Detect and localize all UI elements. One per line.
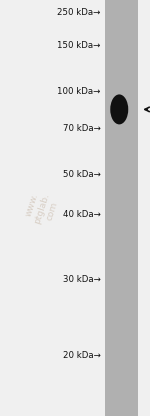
Text: 70 kDa→: 70 kDa→ — [63, 124, 100, 134]
Text: 30 kDa→: 30 kDa→ — [63, 275, 100, 284]
Text: 150 kDa→: 150 kDa→ — [57, 41, 100, 50]
Text: 50 kDa→: 50 kDa→ — [63, 170, 100, 179]
Text: 40 kDa→: 40 kDa→ — [63, 210, 100, 219]
Ellipse shape — [110, 94, 128, 124]
Text: 100 kDa→: 100 kDa→ — [57, 87, 100, 96]
Text: www.
ptglab.
com: www. ptglab. com — [23, 188, 61, 228]
Text: 250 kDa→: 250 kDa→ — [57, 8, 100, 17]
Text: 20 kDa→: 20 kDa→ — [63, 351, 100, 360]
Bar — [105, 0, 138, 416]
